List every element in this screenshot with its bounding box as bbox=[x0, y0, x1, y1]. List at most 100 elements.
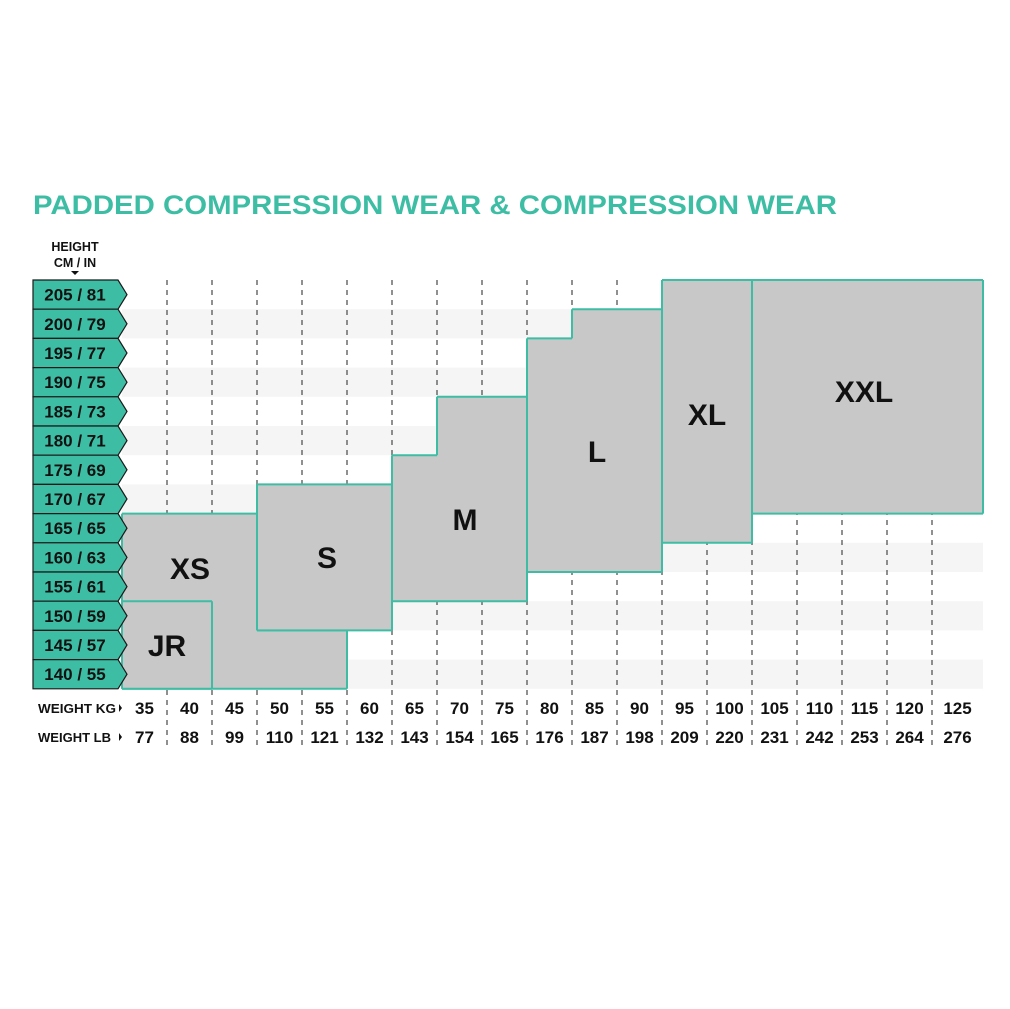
weight-kg-value: 55 bbox=[315, 699, 334, 718]
height-tab bbox=[32, 659, 128, 690]
weight-lb-value: 242 bbox=[805, 728, 833, 747]
weight-lb-value: 143 bbox=[400, 728, 428, 747]
height-tab bbox=[32, 279, 128, 310]
height-label: 140 / 55 bbox=[44, 665, 105, 684]
weight-kg-value: 100 bbox=[715, 699, 743, 718]
height-tab bbox=[32, 571, 128, 602]
weight-lb-value: 276 bbox=[943, 728, 971, 747]
size-region-jr: JR bbox=[121, 600, 213, 690]
weight-lb-value: 77 bbox=[135, 728, 154, 747]
size-label: XL bbox=[688, 399, 726, 432]
size-region-xl: XL bbox=[661, 279, 753, 544]
height-tab bbox=[32, 542, 128, 573]
weight-lb-value: 176 bbox=[535, 728, 563, 747]
weight-kg-value: 70 bbox=[450, 699, 469, 718]
height-tab bbox=[32, 367, 128, 398]
size-region-l: L bbox=[526, 308, 663, 573]
weight-lb-value: 231 bbox=[760, 728, 788, 747]
size-cell-block bbox=[257, 484, 392, 631]
size-label: XS bbox=[170, 553, 210, 586]
size-cell-block bbox=[662, 280, 752, 543]
size-regions: XS JR S M L XL XXL bbox=[121, 279, 984, 690]
weight-lb-value: 88 bbox=[180, 728, 199, 747]
size-region-xxl: XXL bbox=[751, 279, 984, 515]
weight-kg-value: 45 bbox=[225, 699, 244, 718]
height-header-line1: HEIGHT bbox=[51, 240, 99, 254]
weight-lb-value: 198 bbox=[625, 728, 653, 747]
height-tab bbox=[32, 337, 128, 369]
weight-lb-value: 187 bbox=[580, 728, 608, 747]
size-cell-block bbox=[257, 630, 347, 689]
weight-lb-value: 110 bbox=[266, 728, 293, 747]
weight-kg-value: 40 bbox=[180, 699, 199, 718]
height-header-line2: CM / IN bbox=[54, 256, 96, 270]
weight-kg-value: 65 bbox=[405, 699, 424, 718]
size-cell-block bbox=[392, 455, 437, 602]
size-region-m: M bbox=[391, 395, 528, 603]
size-outline bbox=[751, 279, 984, 515]
down-arrow-icon bbox=[71, 271, 79, 275]
weight-kg-value: 115 bbox=[851, 699, 878, 718]
chart-title: PADDED COMPRESSION WEAR & COMPRESSION WE… bbox=[33, 190, 837, 220]
right-arrow-icon bbox=[119, 704, 122, 712]
height-label: 145 / 57 bbox=[44, 636, 105, 655]
weight-kg-value: 125 bbox=[943, 699, 971, 718]
weight-lb-value: 99 bbox=[225, 728, 244, 747]
weight-kg-value: 105 bbox=[760, 699, 788, 718]
height-label: 190 / 75 bbox=[44, 373, 105, 392]
weight-kg-value: 120 bbox=[895, 699, 923, 718]
height-label: 185 / 73 bbox=[44, 402, 105, 421]
size-cell-block bbox=[122, 601, 212, 689]
weight-kg-value: 110 bbox=[806, 699, 833, 718]
weight-kg-value: 95 bbox=[675, 699, 694, 718]
size-label: L bbox=[588, 436, 606, 469]
size-label: M bbox=[453, 504, 478, 537]
weight-lb-value: 121 bbox=[310, 728, 338, 747]
height-label: 155 / 61 bbox=[44, 578, 105, 597]
weight-lb-value: 209 bbox=[670, 728, 698, 747]
weight-labels: WEIGHT KG WEIGHT LB 35 77 40 88 45 99 50 110 55 1… bbox=[38, 699, 972, 747]
weight-lb-value: 165 bbox=[490, 728, 518, 747]
weight-kg-value: 90 bbox=[630, 699, 649, 718]
weight-lb-value: 253 bbox=[850, 728, 878, 747]
height-tab bbox=[32, 396, 128, 427]
height-label: 200 / 79 bbox=[44, 315, 105, 334]
weight-kg-value: 75 bbox=[495, 699, 514, 718]
height-tab bbox=[32, 454, 128, 485]
size-cell-block bbox=[752, 280, 983, 514]
size-cell-block bbox=[527, 338, 572, 572]
weight-lb-value: 132 bbox=[355, 728, 383, 747]
weight-kg-value: 85 bbox=[585, 699, 604, 718]
height-labels: 205 / 81 200 / 79 195 / 77 190 / 75 185 / 73… bbox=[32, 279, 128, 690]
height-label: 205 / 81 bbox=[44, 286, 105, 305]
height-tab bbox=[32, 425, 128, 456]
height-tab bbox=[32, 629, 128, 661]
height-tab bbox=[32, 600, 128, 631]
height-label: 150 / 59 bbox=[44, 607, 105, 626]
weight-kg-value: 35 bbox=[135, 699, 154, 718]
size-label: JR bbox=[148, 630, 187, 663]
height-label: 165 / 65 bbox=[44, 519, 105, 538]
weight-kg-value: 50 bbox=[270, 699, 289, 718]
weight-kg-value: 60 bbox=[360, 699, 379, 718]
weight-lb-value: 264 bbox=[895, 728, 924, 747]
height-tab bbox=[32, 308, 128, 339]
height-label: 170 / 67 bbox=[44, 490, 105, 509]
size-cell-block bbox=[572, 309, 662, 572]
height-label: 175 / 69 bbox=[44, 461, 105, 480]
weight-lb-value: 154 bbox=[445, 728, 474, 747]
height-label: 195 / 77 bbox=[44, 344, 105, 363]
size-label: XXL bbox=[835, 376, 893, 409]
weight-lb-value: 220 bbox=[715, 728, 743, 747]
height-tab bbox=[32, 483, 128, 515]
weight-lb-label: WEIGHT LB bbox=[38, 731, 111, 745]
size-region-s: S bbox=[256, 483, 393, 632]
right-arrow-icon bbox=[119, 733, 122, 741]
height-label: 160 / 63 bbox=[44, 548, 105, 567]
weight-kg-label: WEIGHT KG bbox=[38, 702, 116, 716]
height-tab bbox=[32, 513, 128, 544]
weight-kg-value: 80 bbox=[540, 699, 559, 718]
height-label: 180 / 71 bbox=[44, 432, 105, 451]
size-label: S bbox=[317, 542, 337, 575]
